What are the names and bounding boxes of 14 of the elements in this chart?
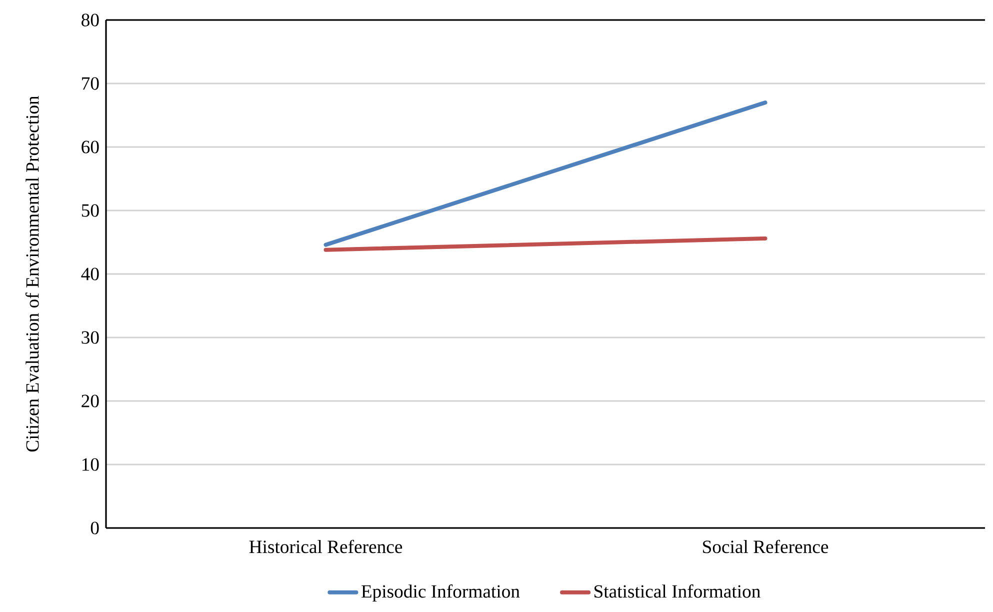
- y-tick-label: 0: [90, 522, 99, 534]
- y-tick-label: 50: [82, 204, 99, 217]
- y-tick-label: 70: [82, 77, 99, 90]
- y-tick-label: 20: [82, 394, 99, 408]
- legend-label: Statistical Information: [594, 584, 760, 598]
- y-tick-label: 60: [82, 140, 99, 154]
- x-tick-label: Historical Reference: [249, 540, 402, 554]
- x-tick-label: Social Reference: [703, 540, 828, 554]
- y-tick-label: 40: [81, 268, 99, 280]
- y-tick-label: 80: [82, 14, 99, 26]
- legend-label: Episodic Information: [361, 584, 520, 602]
- y-axis-title: Citizen Evaluation of Environmental Protection: [25, 96, 39, 452]
- y-tick-label: 10: [82, 458, 99, 471]
- y-tick-label: 30: [82, 331, 99, 344]
